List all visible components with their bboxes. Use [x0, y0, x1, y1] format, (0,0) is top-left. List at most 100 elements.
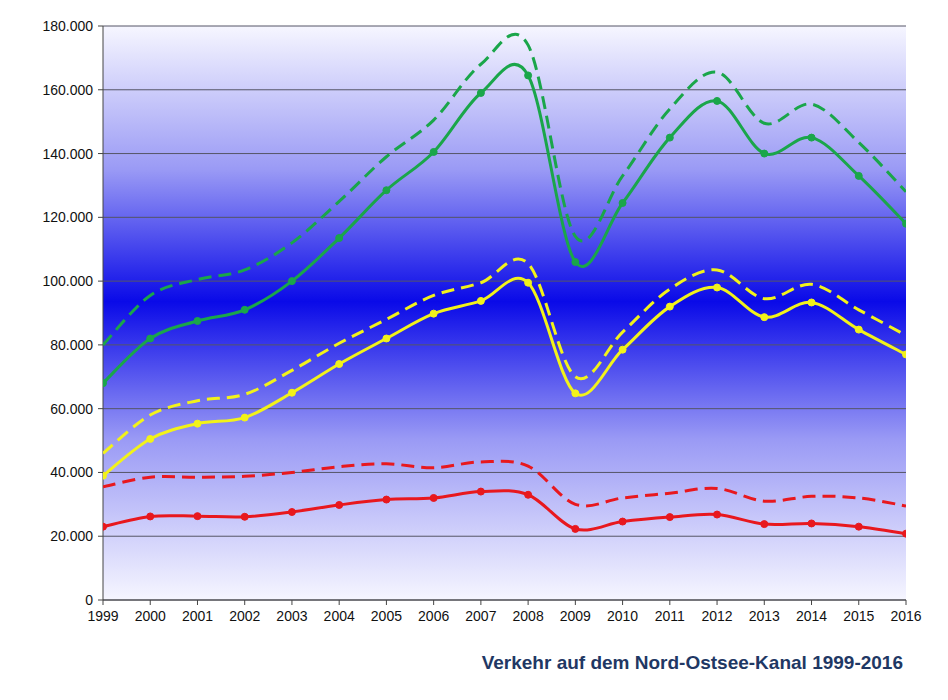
marker: [194, 420, 201, 427]
grid-line: [103, 536, 906, 537]
y-tick: [98, 153, 103, 154]
x-tick: [906, 600, 907, 605]
marker: [761, 314, 768, 321]
marker: [761, 521, 768, 528]
grid-line: [103, 600, 906, 601]
x-tick: [811, 600, 812, 605]
plot-area: [103, 34, 906, 537]
y-tick: [98, 344, 103, 345]
x-tick-label: 2003: [276, 608, 307, 624]
x-tick: [764, 600, 765, 605]
marker: [525, 279, 532, 286]
x-tick-label: 2008: [513, 608, 544, 624]
marker: [855, 523, 862, 530]
marker: [147, 335, 154, 342]
marker: [477, 89, 484, 96]
marker: [194, 513, 201, 520]
marker: [103, 523, 107, 530]
marker: [241, 306, 248, 313]
plot-background: [103, 26, 906, 600]
solid-line: [103, 64, 906, 383]
marker: [430, 310, 437, 317]
y-tick-label: 100.000: [42, 273, 93, 289]
marker: [714, 284, 721, 291]
x-tick-label: 2001: [182, 608, 213, 624]
marker: [714, 511, 721, 518]
marker: [288, 508, 295, 515]
x-tick-label: 2010: [607, 608, 638, 624]
marker: [714, 97, 721, 104]
dashed-line: [103, 34, 906, 345]
marker: [383, 496, 390, 503]
marker: [666, 514, 673, 521]
y-tick-label: 60.000: [50, 401, 93, 417]
marker: [194, 317, 201, 324]
y-tick: [98, 217, 103, 218]
x-tick-label: 2011: [655, 608, 685, 624]
x-tick: [291, 600, 292, 605]
y-tick-label: 120.000: [42, 209, 93, 225]
marker: [903, 530, 907, 537]
dashed-line: [103, 259, 906, 453]
marker: [903, 351, 907, 358]
x-tick: [244, 600, 245, 605]
x-tick-label: 2006: [418, 608, 449, 624]
marker: [903, 220, 907, 227]
x-tick-label: 2000: [135, 608, 166, 624]
marker: [525, 72, 532, 79]
marker: [383, 187, 390, 194]
x-tick-label: 2014: [796, 608, 827, 624]
x-tick-label: 2015: [843, 608, 874, 624]
marker: [619, 518, 626, 525]
marker: [147, 435, 154, 442]
marker: [855, 172, 862, 179]
marker: [147, 513, 154, 520]
marker: [808, 134, 815, 141]
x-tick: [858, 600, 859, 605]
marker: [761, 150, 768, 157]
marker: [666, 134, 673, 141]
y-tick-label: 20.000: [50, 528, 93, 544]
y-tick: [98, 600, 103, 601]
x-tick: [339, 600, 340, 605]
marker: [477, 488, 484, 495]
x-tick: [197, 600, 198, 605]
x-tick: [575, 600, 576, 605]
y-tick-label: 80.000: [50, 337, 93, 353]
grid-line: [103, 26, 906, 27]
marker: [808, 299, 815, 306]
x-tick-label: 2004: [324, 608, 355, 624]
marker: [241, 513, 248, 520]
y-tick-label: 140.000: [42, 146, 93, 162]
x-tick: [528, 600, 529, 605]
marker: [572, 525, 579, 532]
x-tick: [717, 600, 718, 605]
grid-line: [103, 472, 906, 473]
y-tick: [98, 89, 103, 90]
x-tick-label: 2013: [749, 608, 780, 624]
chart: 020.00040.00060.00080.000100.000120.0001…: [0, 0, 948, 700]
marker: [619, 346, 626, 353]
y-tick: [98, 536, 103, 537]
x-tick-label: 2009: [560, 608, 591, 624]
marker: [572, 258, 579, 265]
y-tick: [98, 281, 103, 282]
y-tick-label: 160.000: [42, 82, 93, 98]
y-tick-label: 0: [85, 592, 93, 608]
x-tick-label: 2012: [701, 608, 732, 624]
grid-line: [103, 281, 906, 282]
marker: [525, 491, 532, 498]
title: Verkehr auf dem Nord-Ostsee-Kanal 1999-2…: [482, 652, 903, 673]
x-tick: [103, 600, 104, 605]
x-tick: [669, 600, 670, 605]
marker: [288, 389, 295, 396]
marker: [103, 472, 107, 479]
x-tick: [150, 600, 151, 605]
marker: [103, 380, 107, 387]
grid-line: [103, 89, 906, 90]
marker: [336, 501, 343, 508]
marker: [241, 414, 248, 421]
y-tick: [98, 26, 103, 27]
x-tick-label: 1999: [87, 608, 118, 624]
dashed-line: [103, 461, 906, 506]
